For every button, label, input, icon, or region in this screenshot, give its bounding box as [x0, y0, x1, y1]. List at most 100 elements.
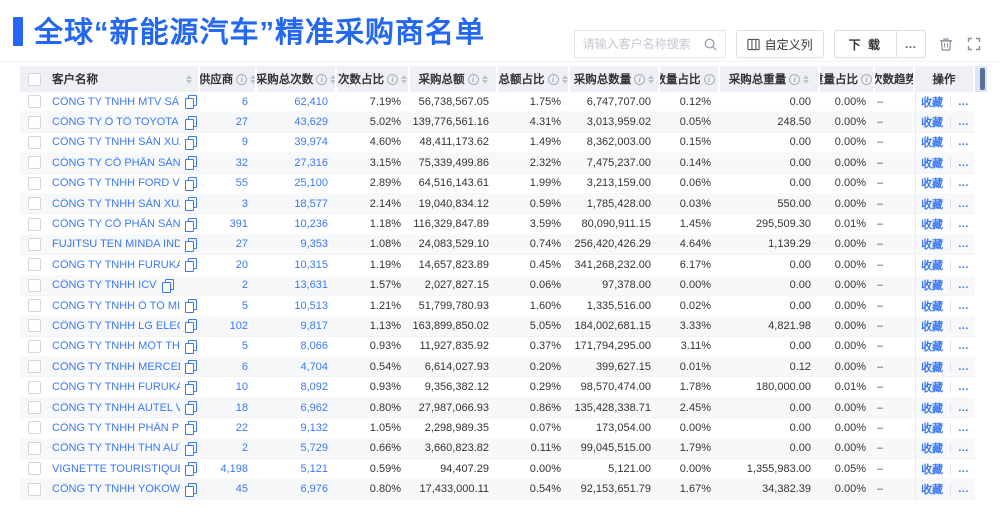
- favorite-link[interactable]: 收藏: [921, 137, 944, 150]
- column-header-weight[interactable]: 采购总重量 i: [720, 66, 820, 92]
- row-more-link[interactable]: …: [957, 258, 970, 271]
- column-header-name[interactable]: 客户名称: [48, 66, 200, 92]
- cell-supplier[interactable]: 18: [235, 401, 248, 414]
- company-name-link[interactable]: CÔNG TY TNHH LG ELECTRON...: [52, 319, 180, 332]
- cell-times[interactable]: 6,962: [300, 401, 328, 414]
- cell-times[interactable]: 9,817: [300, 319, 328, 332]
- info-icon[interactable]: i: [547, 73, 559, 85]
- row-more-link[interactable]: …: [957, 95, 970, 108]
- row-checkbox[interactable]: [27, 380, 41, 394]
- favorite-link[interactable]: 收藏: [921, 219, 944, 232]
- cell-times[interactable]: 9,353: [300, 238, 328, 251]
- favorite-link[interactable]: 收藏: [921, 117, 944, 130]
- company-name-link[interactable]: CÔNG TY TNHH FURUKAWA A...: [52, 258, 180, 271]
- copy-icon[interactable]: [185, 462, 197, 477]
- row-more-link[interactable]: …: [957, 381, 970, 394]
- row-more-link[interactable]: …: [957, 483, 970, 496]
- cell-times[interactable]: 9,132: [300, 421, 328, 434]
- company-name-link[interactable]: CÔNG TY TNHH ICV: [52, 279, 157, 292]
- cell-times[interactable]: 13,631: [294, 279, 328, 292]
- row-checkbox[interactable]: [27, 421, 41, 435]
- company-name-link[interactable]: CÔNG TY TNHH SẢN XUẤT VÀ ...: [52, 197, 180, 210]
- sort-icon[interactable]: [186, 74, 192, 84]
- column-header-supplier[interactable]: 供应商 i: [200, 66, 257, 92]
- favorite-link[interactable]: 收藏: [921, 341, 944, 354]
- sort-icon[interactable]: [561, 74, 568, 84]
- row-more-link[interactable]: …: [957, 136, 970, 149]
- row-checkbox[interactable]: [27, 197, 41, 211]
- favorite-link[interactable]: 收藏: [921, 422, 944, 435]
- row-checkbox[interactable]: [27, 135, 41, 149]
- row-more-link[interactable]: …: [957, 299, 970, 312]
- info-icon[interactable]: i: [861, 73, 872, 85]
- copy-icon[interactable]: [185, 135, 197, 150]
- column-header-amount_pct[interactable]: 总额占比 i: [498, 66, 570, 92]
- row-checkbox[interactable]: [27, 319, 41, 333]
- row-checkbox[interactable]: [27, 176, 41, 190]
- row-checkbox[interactable]: [27, 360, 41, 374]
- row-checkbox[interactable]: [27, 339, 41, 353]
- cell-supplier[interactable]: 27: [235, 116, 248, 129]
- favorite-link[interactable]: 收藏: [921, 96, 944, 109]
- copy-icon[interactable]: [185, 115, 197, 130]
- copy-icon[interactable]: [185, 339, 197, 354]
- cell-supplier[interactable]: 45: [235, 483, 248, 496]
- favorite-link[interactable]: 收藏: [921, 259, 944, 272]
- row-checkbox[interactable]: [27, 258, 41, 272]
- row-checkbox[interactable]: [27, 217, 41, 231]
- cell-supplier[interactable]: 102: [229, 319, 248, 332]
- company-name-link[interactable]: CÔNG TY CỔ PHẦN SẢN XUẤT...: [52, 218, 180, 231]
- row-more-link[interactable]: …: [957, 421, 970, 434]
- column-header-amount[interactable]: 采购总额 i: [410, 66, 498, 92]
- cell-supplier[interactable]: 10: [235, 381, 248, 394]
- column-header-qty[interactable]: 采购总数量 i: [570, 66, 660, 92]
- company-name-link[interactable]: CÔNG TY TNHH AUTEL VIỆT N...: [52, 401, 180, 414]
- cell-times[interactable]: 4,704: [300, 360, 328, 373]
- favorite-link[interactable]: 收藏: [921, 402, 944, 415]
- info-icon[interactable]: i: [467, 73, 479, 85]
- row-more-link[interactable]: …: [957, 462, 970, 475]
- row-more-link[interactable]: …: [957, 319, 970, 332]
- company-name-link[interactable]: VIGNETTE TOURISTIQUE G UNI...: [52, 462, 180, 475]
- favorite-link[interactable]: 收藏: [921, 280, 944, 293]
- company-name-link[interactable]: CÔNG TY TNHH MERCEDES–B...: [52, 360, 180, 373]
- favorite-link[interactable]: 收藏: [921, 198, 944, 211]
- cell-supplier[interactable]: 5: [241, 299, 248, 312]
- copy-icon[interactable]: [185, 299, 197, 314]
- cell-supplier[interactable]: 22: [235, 421, 248, 434]
- row-checkbox[interactable]: [27, 95, 41, 109]
- column-header-weight_pct[interactable]: 重量占比i: [820, 66, 875, 92]
- company-name-link[interactable]: CÔNG TY TNHH YOKOWO VIỆT...: [52, 483, 180, 496]
- row-more-link[interactable]: …: [957, 442, 970, 455]
- info-icon[interactable]: i: [236, 73, 248, 85]
- cell-supplier[interactable]: 20: [235, 258, 248, 271]
- scrollbar-thumb[interactable]: [980, 68, 985, 90]
- download-button[interactable]: 下 载: [848, 37, 882, 52]
- row-more-link[interactable]: …: [957, 218, 970, 231]
- copy-icon[interactable]: [185, 95, 197, 110]
- copy-icon[interactable]: [185, 441, 197, 456]
- company-name-link[interactable]: CÔNG TY TNHH FORD VIỆT NAM: [52, 177, 180, 190]
- customize-columns-button[interactable]: 自定义列: [735, 30, 824, 58]
- column-header-times_pct[interactable]: 次数占比 i: [337, 66, 410, 92]
- select-all-checkbox[interactable]: [27, 72, 41, 86]
- row-checkbox[interactable]: [27, 278, 41, 292]
- info-icon[interactable]: i: [316, 73, 328, 85]
- favorite-link[interactable]: 收藏: [921, 361, 944, 374]
- cell-supplier[interactable]: 391: [229, 218, 248, 231]
- copy-icon[interactable]: [185, 258, 197, 273]
- row-checkbox[interactable]: [27, 115, 41, 129]
- cell-supplier[interactable]: 6: [241, 95, 248, 108]
- cell-times[interactable]: 25,100: [294, 177, 328, 190]
- favorite-link[interactable]: 收藏: [921, 300, 944, 313]
- company-name-link[interactable]: CÔNG TY TNHH FURUKAWA A...: [52, 381, 180, 394]
- company-name-link[interactable]: CÔNG TY Ô TÔ TOYOTA VIỆT ...: [52, 116, 180, 129]
- copy-icon[interactable]: [185, 217, 197, 232]
- row-checkbox[interactable]: [27, 156, 41, 170]
- row-more-link[interactable]: …: [957, 360, 970, 373]
- favorite-link[interactable]: 收藏: [921, 463, 944, 476]
- sort-icon[interactable]: [481, 74, 488, 84]
- row-more-link[interactable]: …: [957, 279, 970, 292]
- favorite-link[interactable]: 收藏: [921, 178, 944, 191]
- cell-times[interactable]: 18,577: [294, 197, 328, 210]
